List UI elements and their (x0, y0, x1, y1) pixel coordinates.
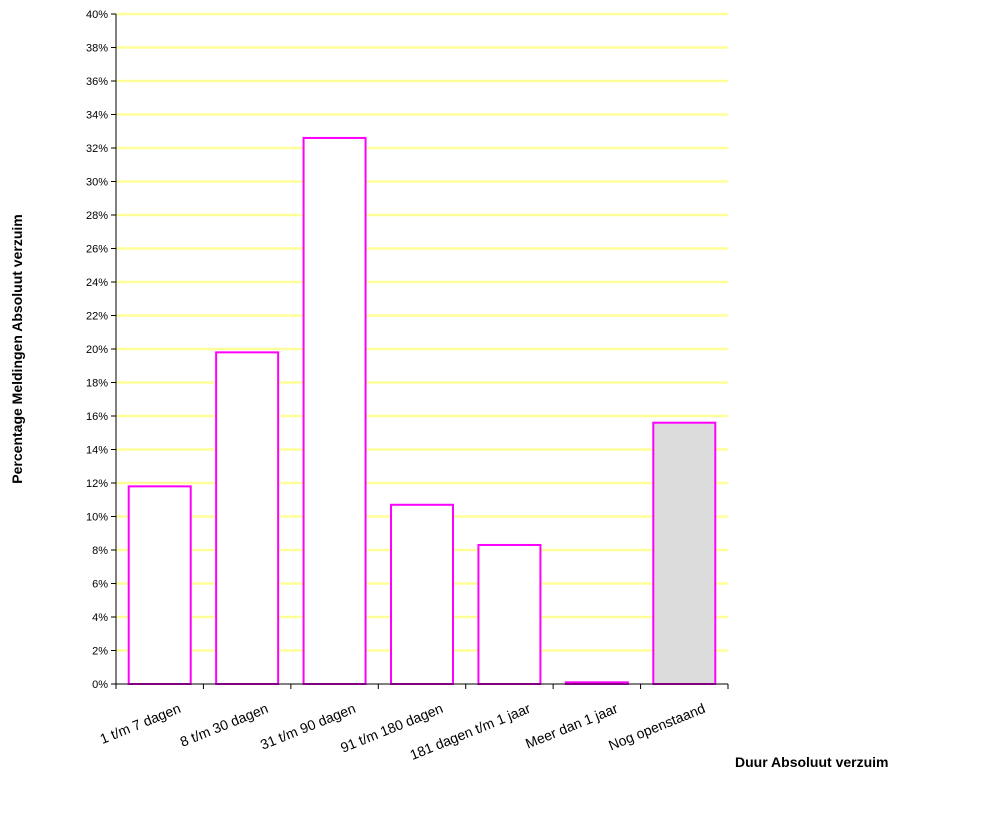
x-tick-label: Meer dan 1 jaar (523, 700, 620, 752)
y-tick-label: 4% (92, 612, 108, 624)
y-tick-label: 12% (86, 478, 108, 490)
bars (127, 136, 717, 686)
y-tick-label: 28% (86, 210, 108, 222)
bar (215, 351, 280, 685)
y-tick-label: 10% (86, 512, 108, 524)
y-tick-label: 26% (86, 244, 108, 256)
bar (390, 503, 454, 685)
y-tick-label: 30% (86, 177, 108, 189)
y-tick-label: 16% (86, 411, 108, 423)
y-tick-label: 6% (92, 579, 108, 591)
y-tick-label: 34% (86, 110, 108, 122)
y-ticks: 0% 2% 4% 6% 8% 10% 12% 14% 16% 18% 20% 22% 24% 26% 28%… (86, 9, 116, 691)
y-tick-label: 8% (92, 545, 108, 557)
y-tick-label: 20% (86, 344, 108, 356)
bar (652, 421, 717, 685)
bar (302, 136, 367, 685)
x-axis-title: Duur Absoluut verzuim (735, 754, 889, 770)
y-axis-title: Percentage Meldingen Absoluut verzuim (9, 214, 25, 483)
y-tick-label: 24% (86, 277, 108, 289)
y-tick-label: 36% (86, 76, 108, 88)
x-tick-label: 1 t/m 7 dagen (97, 700, 182, 747)
y-tick-label: 2% (92, 646, 108, 658)
y-tick-label: 32% (86, 143, 108, 155)
y-tick-label: 38% (86, 43, 108, 55)
x-tick-label: Nog openstaand (606, 700, 707, 753)
y-tick-label: 0% (92, 679, 108, 691)
y-tick-label: 40% (86, 9, 108, 21)
y-tick-label: 14% (86, 445, 108, 457)
bar (127, 485, 192, 685)
x-tick-label: 8 t/m 30 dagen (178, 700, 271, 750)
bar (477, 543, 542, 685)
y-tick-label: 18% (86, 378, 108, 390)
y-tick-label: 22% (86, 311, 108, 323)
